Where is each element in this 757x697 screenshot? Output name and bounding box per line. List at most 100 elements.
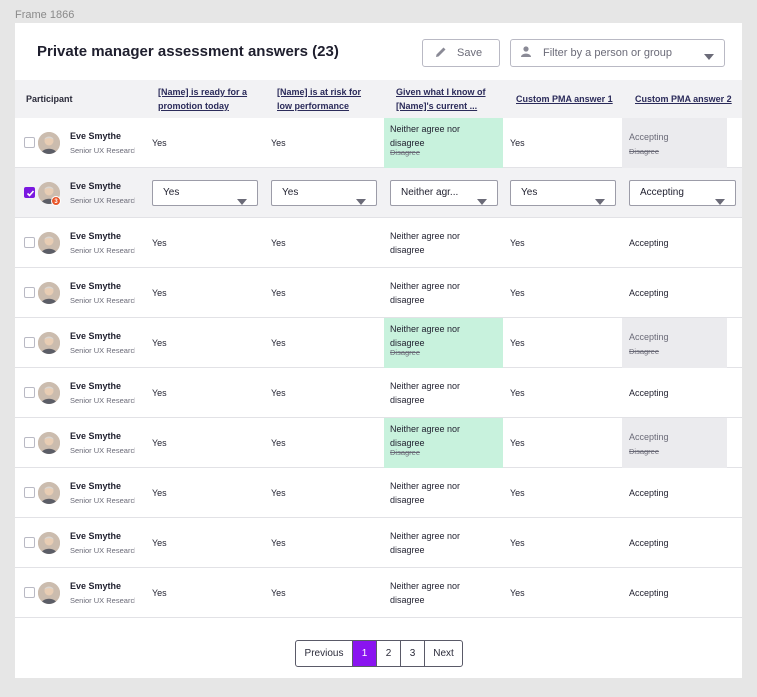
- answer-custom-pma-2: Accepting: [629, 538, 669, 548]
- table-row[interactable]: 3 Eve Smythe Senior UX Researcher Yes Yes Nei…: [15, 168, 742, 218]
- avatar: [38, 582, 60, 604]
- col-ready-promotion-line1: [Name] is ready for a: [158, 87, 248, 97]
- table-row[interactable]: Eve Smythe Senior UX Researcher Yes Yes Neit…: [15, 118, 742, 168]
- answer-risk-low-performance: Yes: [271, 138, 286, 148]
- answer-custom-pma-2: Accepting: [629, 238, 669, 248]
- answer-ready-promotion: Yes: [152, 388, 167, 398]
- participant-role: Senior UX Researcher: [70, 546, 135, 555]
- chevron-down-icon: [715, 191, 725, 205]
- avatar: [38, 382, 60, 404]
- answer-line: disagree: [390, 545, 425, 555]
- answer-line: disagree: [390, 595, 425, 605]
- chevron-down-icon: [237, 191, 247, 205]
- answer-dropdown-value: Yes: [282, 187, 299, 198]
- row-checkbox[interactable]: [24, 237, 35, 248]
- answer-ready-promotion: Yes: [152, 138, 167, 148]
- table-row[interactable]: Eve Smythe Senior UX Researcher Yes Yes Neit…: [15, 418, 742, 468]
- answer-ready-promotion: Yes: [152, 438, 167, 448]
- participant-name: Eve Smythe: [70, 281, 122, 291]
- answer-dropdown[interactable]: Yes: [271, 180, 377, 206]
- previous-answer: Disagree: [390, 148, 421, 157]
- table-row[interactable]: Eve Smythe Senior UX Researcher Yes Yes Neit…: [15, 368, 742, 418]
- row-checkbox[interactable]: [24, 287, 35, 298]
- answer-line: disagree: [390, 138, 425, 148]
- col-custom-pma-1[interactable]: Custom PMA answer 1: [516, 94, 613, 104]
- answer-given-what-i-know: Neither agree nor disagree: [390, 422, 460, 450]
- table-row[interactable]: Eve Smythe Senior UX Researcher Yes Yes Neit…: [15, 318, 742, 368]
- row-checkbox[interactable]: [24, 337, 35, 348]
- answer-risk-low-performance: Yes: [271, 338, 286, 348]
- changed-cell-highlight: [384, 418, 503, 468]
- row-checkbox[interactable]: [24, 137, 35, 148]
- col-ready-promotion[interactable]: [Name] is ready for a promotion today: [158, 85, 247, 113]
- next-page-button[interactable]: Next: [424, 641, 462, 666]
- chevron-down-icon: [356, 191, 366, 205]
- table-row[interactable]: Eve Smythe Senior UX Researcher Yes Yes Neit…: [15, 268, 742, 318]
- answer-given-what-i-know: Neither agree nor disagree: [390, 579, 460, 607]
- answer-line: Neither agree nor: [390, 481, 461, 491]
- participant-role: Senior UX Researcher: [70, 246, 135, 255]
- row-checkbox[interactable]: [24, 387, 35, 398]
- chevron-down-icon: [595, 191, 605, 205]
- participant-name: Eve Smythe: [70, 331, 122, 341]
- answer-custom-pma-1: Yes: [510, 238, 525, 248]
- previous-answer: Disagree: [629, 147, 660, 156]
- answer-dropdown[interactable]: Neither agr...: [390, 180, 498, 206]
- answer-line: disagree: [390, 338, 425, 348]
- answer-dropdown-value: Yes: [163, 187, 180, 198]
- col-given-what-i-know[interactable]: Given what I know of [Name]'s current ..…: [396, 85, 486, 113]
- table-row[interactable]: Eve Smythe Senior UX Researcher Yes Yes Neit…: [15, 518, 742, 568]
- answer-given-what-i-know: Neither agree nor disagree: [390, 479, 460, 507]
- save-label: Save: [457, 47, 483, 59]
- row-checkbox[interactable]: [24, 187, 35, 198]
- row-checkbox[interactable]: [24, 487, 35, 498]
- page-1-button[interactable]: 1: [352, 641, 376, 666]
- participant-role: Senior UX Researcher: [70, 296, 135, 305]
- page-2-button[interactable]: 2: [376, 641, 400, 666]
- row-checkbox[interactable]: [24, 437, 35, 448]
- answer-dropdown[interactable]: Accepting: [629, 180, 736, 206]
- col-ready-promotion-line2: promotion today: [158, 101, 229, 111]
- table-row[interactable]: Eve Smythe Senior UX Researcher Yes Yes Neit…: [15, 218, 742, 268]
- answer-risk-low-performance: Yes: [271, 588, 286, 598]
- save-button[interactable]: Save: [422, 39, 500, 67]
- answer-custom-pma-1: Yes: [510, 488, 525, 498]
- answer-custom-pma-1: Yes: [510, 138, 525, 148]
- changed-cell-highlight: [384, 318, 503, 368]
- pencil-icon: [435, 46, 447, 61]
- answer-custom-pma-2: Accepting: [629, 588, 669, 598]
- previous-page-button[interactable]: Previous: [304, 648, 344, 659]
- answer-line: Neither agree nor: [390, 424, 461, 434]
- avatar: [38, 282, 60, 304]
- answer-custom-pma-1: Yes: [510, 588, 525, 598]
- answer-ready-promotion: Yes: [152, 588, 167, 598]
- answer-line: disagree: [390, 295, 425, 305]
- answer-risk-low-performance: Yes: [271, 238, 286, 248]
- table-row[interactable]: Eve Smythe Senior UX Researcher Yes Yes Neit…: [15, 568, 742, 618]
- row-checkbox[interactable]: [24, 587, 35, 598]
- answer-line: Neither agree nor: [390, 324, 461, 334]
- table-row[interactable]: Eve Smythe Senior UX Researcher Yes Yes Neit…: [15, 468, 742, 518]
- participant-name: Eve Smythe: [70, 481, 122, 491]
- answer-line: disagree: [390, 245, 425, 255]
- avatar: [38, 482, 60, 504]
- answer-dropdown[interactable]: Yes: [152, 180, 258, 206]
- answer-risk-low-performance: Yes: [271, 388, 286, 398]
- col-custom-pma-2[interactable]: Custom PMA answer 2: [635, 94, 732, 104]
- participant-name: Eve Smythe: [70, 431, 122, 441]
- answer-line: Neither agree nor: [390, 124, 461, 134]
- participant-role: Senior UX Researcher: [70, 496, 135, 505]
- filter-select[interactable]: Filter by a person or group: [510, 39, 725, 67]
- participant-role: Senior UX Researcher: [70, 346, 135, 355]
- col-risk-low-performance[interactable]: [Name] is at risk for low performance: [277, 85, 361, 113]
- answer-ready-promotion: Yes: [152, 338, 167, 348]
- previous-answer: Disagree: [390, 448, 421, 457]
- row-checkbox[interactable]: [24, 537, 35, 548]
- avatar: [38, 432, 60, 454]
- answer-dropdown[interactable]: Yes: [510, 180, 616, 206]
- page-3-button[interactable]: 3: [400, 641, 424, 666]
- participant-role: Senior UX Researcher: [70, 446, 135, 455]
- answer-custom-pma-1: Yes: [510, 338, 525, 348]
- answer-line: Neither agree nor: [390, 531, 461, 541]
- answer-risk-low-performance: Yes: [271, 288, 286, 298]
